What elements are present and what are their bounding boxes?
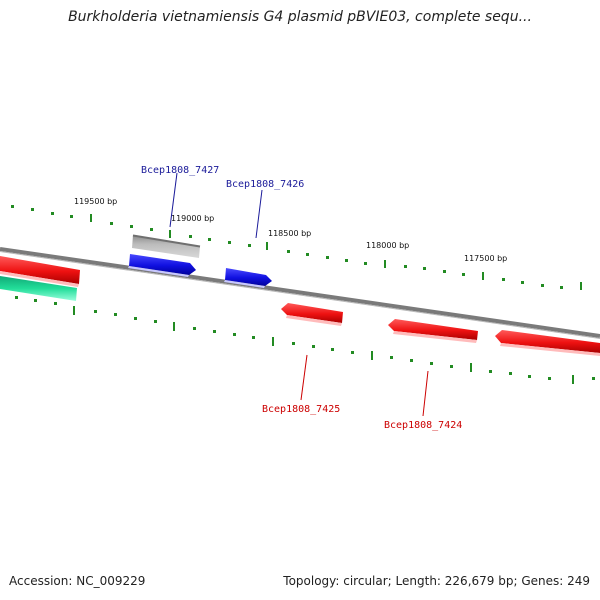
inner-ruler (15, 296, 595, 384)
outer-ruler (11, 205, 582, 290)
ruler-major-tick (572, 375, 574, 384)
gene-bcep1808-7426[interactable] (224, 268, 272, 288)
gene-bcep1808-7427[interactable] (132, 234, 201, 258)
gene-label-bcep1808-7427[interactable]: Bcep1808_7427 (141, 165, 219, 176)
gene-bcep1808-7424[interactable] (388, 319, 478, 343)
accession-text: Accession: NC_009229 (9, 574, 146, 588)
ruler-major-tick (470, 363, 472, 372)
label-leader-line (300, 354, 308, 401)
gene-feature[interactable] (0, 276, 77, 301)
backbone-line (0, 247, 600, 338)
ruler-label: 117500 bp (464, 254, 507, 263)
gene-label-bcep1808-7424[interactable]: Bcep1808_7424 (384, 420, 462, 431)
gene-label-bcep1808-7425[interactable]: Bcep1808_7425 (262, 404, 340, 415)
ruler-major-tick (169, 230, 171, 238)
gene-feature[interactable] (0, 256, 80, 287)
ruler-label: 119500 bp (74, 197, 117, 206)
gene-label-bcep1808-7426[interactable]: Bcep1808_7426 (226, 179, 304, 190)
ruler-label: 119000 bp (171, 214, 214, 223)
topology-text: Topology: circular; Length: 226,679 bp; … (283, 574, 590, 588)
label-leader-line (255, 189, 263, 239)
label-leader-line (169, 172, 178, 228)
ruler-major-tick (384, 260, 386, 268)
ruler-major-tick (580, 282, 582, 290)
ruler-major-tick (266, 242, 268, 250)
ruler-major-tick (272, 337, 274, 346)
ruler-label: 118500 bp (268, 229, 311, 238)
ruler-label: 118000 bp (366, 241, 409, 250)
gene-feature[interactable] (495, 330, 600, 356)
gene-bcep1808-7425[interactable] (281, 303, 343, 326)
ruler-major-tick (371, 351, 373, 360)
map-title: Burkholderia vietnamiensis G4 plasmid pB… (68, 9, 532, 25)
ruler-major-tick (73, 306, 75, 315)
label-leader-line (422, 370, 429, 417)
ruler-major-tick (482, 272, 484, 280)
ruler-major-tick (90, 214, 92, 222)
ruler-major-tick (173, 322, 175, 331)
gene-forward-arrow[interactable] (128, 254, 196, 277)
